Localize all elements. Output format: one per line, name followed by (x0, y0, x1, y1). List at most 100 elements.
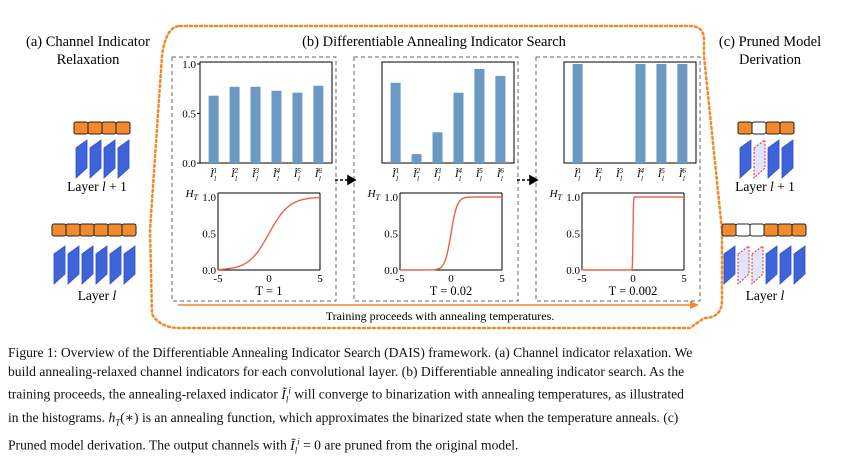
bar-6 (677, 64, 688, 163)
indicator-box (791, 223, 807, 237)
feature-map (81, 245, 94, 285)
y-tick-label: 1.0 (202, 192, 216, 204)
left-layer-top-label: Layer l + 1 (67, 179, 127, 194)
annealing-curve (217, 196, 321, 271)
feature-map (779, 245, 792, 285)
panel-c-title-1: (c) Pruned Model (719, 34, 821, 50)
category-label-4: Ĩ4 l (272, 167, 281, 183)
training-arrow (178, 301, 699, 309)
category-label-2: Ĩ2 l (594, 167, 603, 183)
feature-map (767, 139, 780, 179)
bar-1 (572, 64, 583, 163)
bar-4 (453, 92, 464, 163)
indicator-box (763, 223, 779, 237)
y-axis-label: HT (185, 188, 199, 202)
indicator-box (73, 121, 89, 135)
category-label-6: Ĩ6 l (314, 167, 323, 183)
bar-6 (495, 75, 506, 163)
indicator-box (765, 121, 781, 135)
left-layer-bottom (51, 223, 137, 285)
y-tick-label: 1.0 (566, 192, 580, 204)
annealing-curve (582, 196, 684, 271)
indicator-box (93, 223, 109, 237)
dotted-outline (148, 24, 724, 330)
feature-map (117, 139, 130, 179)
training-note: Training proceeds with annealing tempera… (326, 309, 555, 323)
right-layer-top-label: Layer l + 1 (735, 179, 795, 194)
left-layers (51, 121, 137, 285)
x-tick-label: 5 (317, 273, 323, 285)
category-label-3: Ĩ3 l (251, 167, 260, 183)
category-label-6: Ĩ6 l (496, 167, 505, 183)
category-label-6: Ĩ6 l (678, 167, 687, 183)
feature-map (67, 245, 80, 285)
feature-map (53, 245, 66, 285)
indicator-box (121, 223, 137, 237)
pruned-feature-map (751, 245, 764, 286)
category-label-3: Ĩ3 l (433, 167, 442, 183)
x-tick-label: 0 (630, 273, 636, 285)
indicator-box (87, 121, 103, 135)
indicator-box (79, 223, 95, 237)
caption-line-1: Figure 1: Overview of the Differentiable… (8, 345, 693, 360)
arrow-1 (335, 174, 357, 186)
caption-line-4: in the histograms. hT(∗) is an annealing… (8, 410, 679, 428)
bar-4 (635, 64, 646, 163)
x-tick-label: -5 (395, 273, 405, 285)
bar-4 (271, 90, 282, 163)
indicator-box (115, 121, 131, 135)
pruned-feature-map (737, 245, 750, 286)
axes-frame (199, 61, 333, 164)
histogram-2: Ĩ1 l Ĩ2 l Ĩ3 l Ĩ4 l Ĩ5 l Ĩ6 l (381, 61, 515, 183)
feature-map (739, 139, 752, 179)
feature-map (765, 245, 778, 285)
pruned-indicator (749, 223, 765, 237)
indicator-box (101, 121, 117, 135)
indicator-box (65, 223, 81, 237)
category-label-3: Ĩ3 l (615, 167, 624, 183)
right-layer-bottom-label: Layer l (746, 288, 785, 303)
panel-c-title-2: Derivation (739, 52, 802, 68)
pruned-indicator (735, 223, 751, 237)
feature-map (793, 245, 806, 285)
temperature-label: T = 1 (256, 284, 283, 298)
x-tick-label: 5 (499, 273, 505, 285)
caption-line-3: training proceeds, the annealing-relaxed… (8, 385, 684, 405)
category-label-4: Ĩ4 l (636, 167, 645, 183)
category-label-2: Ĩ2 l (412, 167, 421, 183)
annealing-curve (400, 196, 502, 271)
category-label-1: Ĩ1 l (573, 167, 581, 183)
figure: (a) Channel Indicator Relaxation (b) Dif… (26, 24, 821, 330)
annealing-fn-symbol: hT (108, 410, 121, 428)
bar-1 (390, 82, 401, 163)
category-label-4: Ĩ4 l (454, 167, 463, 183)
bar-5 (292, 92, 303, 163)
left-layer-bottom-label: Layer l (78, 288, 117, 303)
bar-2 (411, 154, 422, 163)
y-tick-label: 0.5 (566, 229, 580, 241)
y-axis-label: HT (549, 188, 563, 202)
bar-3 (432, 132, 443, 163)
panel-a-title-2: Relaxation (57, 52, 121, 68)
feature-map (89, 139, 102, 179)
axes-frame (563, 61, 697, 164)
bar-6 (313, 85, 324, 163)
bar-5 (474, 68, 485, 163)
subpanel-1 (171, 56, 337, 302)
category-label-1: Ĩ1 l (391, 167, 399, 183)
y-tick-label: 1.0 (384, 192, 398, 204)
y-tick-label: 0.0 (384, 265, 398, 277)
category-label-2: Ĩ2 l (230, 167, 239, 183)
indicator-box (777, 223, 793, 237)
y-tick-label: 0.0 (202, 265, 216, 277)
indicator-box (51, 223, 67, 237)
caption-line-2: build annealing-relaxed channel indicato… (8, 363, 685, 379)
histogram-3: Ĩ1 l Ĩ2 l Ĩ3 l Ĩ4 l Ĩ5 l Ĩ6 l (563, 61, 697, 183)
axes-frame (381, 61, 515, 164)
figure-caption: Figure 1: Overview of the Differentiable… (8, 344, 860, 460)
feature-map (103, 139, 116, 179)
feature-map (123, 245, 136, 285)
temperature-label: T = 0.002 (609, 284, 658, 298)
right-layers (721, 121, 807, 286)
bar-3 (250, 86, 261, 163)
